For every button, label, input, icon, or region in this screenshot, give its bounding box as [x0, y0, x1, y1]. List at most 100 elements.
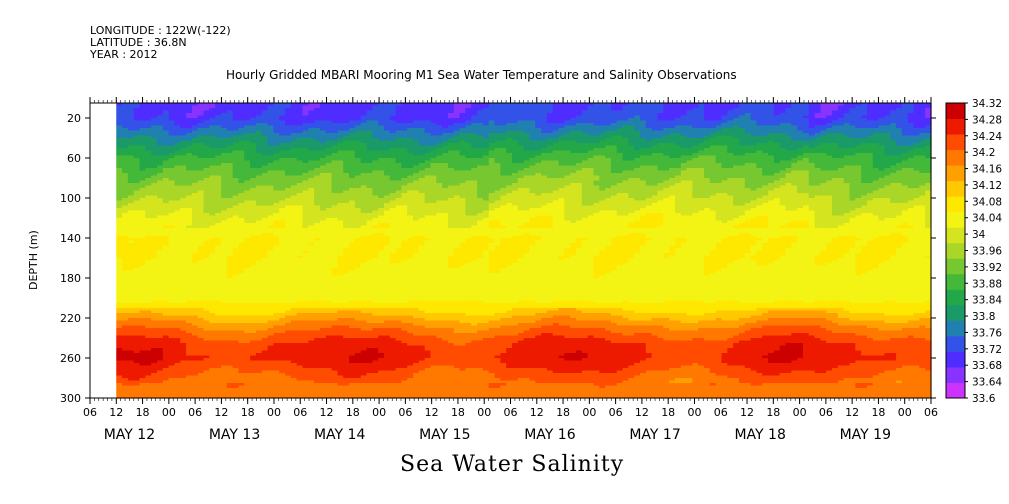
heatmap-cell	[116, 270, 123, 274]
heatmap-cell	[168, 160, 176, 164]
heatmap-cell	[290, 303, 298, 307]
heatmap-cell	[255, 190, 263, 194]
heatmap-cell	[133, 303, 141, 307]
heatmap-cell	[337, 395, 344, 399]
heatmap-cell	[191, 360, 199, 364]
heatmap-cell	[215, 210, 222, 214]
heatmap-cell	[337, 235, 344, 239]
heatmap-cell	[238, 310, 245, 314]
heatmap-cell	[127, 190, 135, 194]
heatmap-cell	[244, 230, 251, 234]
heatmap-cell	[221, 245, 228, 249]
heatmap-cell	[116, 160, 123, 164]
heatmap-cell	[191, 288, 199, 292]
heatmap-cell	[290, 190, 298, 194]
heatmap-cell	[226, 318, 234, 322]
heatmap-cell	[325, 300, 333, 304]
heatmap-cell	[122, 260, 129, 264]
heatmap-cell	[116, 395, 123, 399]
heatmap-cell	[162, 125, 170, 129]
heatmap-cell	[145, 235, 152, 239]
heatmap-cell	[325, 343, 333, 347]
heatmap-cell	[267, 330, 275, 334]
heatmap-cell	[168, 288, 176, 292]
heatmap-cell	[302, 315, 309, 319]
heatmap-cell	[343, 295, 350, 299]
heatmap-cell	[290, 308, 298, 312]
heatmap-cell	[302, 120, 309, 124]
heatmap-cell	[209, 355, 216, 359]
heatmap-cell	[226, 258, 234, 262]
heatmap-cell	[354, 310, 362, 314]
heatmap-cell	[273, 373, 280, 377]
heatmap-cell	[250, 245, 257, 249]
heatmap-cell	[180, 315, 187, 319]
heatmap-cell	[279, 158, 286, 162]
heatmap-cell	[127, 373, 135, 377]
heatmap-cell	[116, 323, 123, 327]
heatmap-cell	[244, 258, 251, 262]
heatmap-cell	[127, 188, 135, 192]
heatmap-cell	[285, 385, 292, 389]
heatmap-cell	[197, 283, 205, 287]
heatmap-cell	[174, 243, 181, 247]
heatmap-cell	[174, 143, 181, 147]
heatmap-cell	[139, 153, 146, 157]
heatmap-cell	[244, 190, 251, 194]
heatmap-cell	[122, 163, 129, 167]
heatmap-cell	[174, 195, 181, 199]
heatmap-cell	[238, 255, 245, 259]
heatmap-cell	[354, 145, 362, 149]
heatmap-cell	[331, 363, 339, 367]
heatmap-cell	[180, 200, 187, 204]
heatmap-cell	[331, 298, 339, 302]
heatmap-cell	[250, 285, 257, 289]
heatmap-cell	[354, 278, 362, 282]
heatmap-cell	[232, 133, 240, 137]
heatmap-cell	[168, 203, 176, 207]
heatmap-cell	[162, 360, 170, 364]
heatmap-cell	[244, 235, 251, 239]
heatmap-cell	[250, 343, 257, 347]
heatmap-cell	[127, 360, 135, 364]
heatmap-cell	[145, 158, 152, 162]
heatmap-cell	[226, 310, 234, 314]
heatmap-cell	[186, 173, 193, 177]
heatmap-cell	[296, 285, 304, 289]
heatmap-cell	[255, 148, 263, 152]
heatmap-cell	[232, 360, 240, 364]
heatmap-cell	[174, 118, 181, 122]
heatmap-cell	[255, 373, 263, 377]
heatmap-cell	[180, 330, 187, 334]
heatmap-cell	[244, 248, 251, 252]
heatmap-cell	[325, 393, 333, 397]
heatmap-cell	[133, 343, 141, 347]
heatmap-cell	[319, 283, 327, 287]
heatmap-cell	[273, 348, 280, 352]
heatmap-cell	[186, 220, 193, 224]
heatmap-cell	[302, 330, 309, 334]
heatmap-cell	[308, 250, 315, 254]
heatmap-cell	[302, 325, 309, 329]
heatmap-cell	[279, 148, 286, 152]
heatmap-cell	[273, 110, 280, 114]
heatmap-cell	[314, 365, 321, 369]
heatmap-cell	[168, 315, 176, 319]
heatmap-cell	[226, 290, 234, 294]
heatmap-cell	[180, 348, 187, 352]
heatmap-cell	[186, 205, 193, 209]
heatmap-cell	[267, 343, 275, 347]
heatmap-cell	[151, 378, 158, 382]
heatmap-cell	[122, 390, 129, 394]
heatmap-cell	[238, 123, 245, 127]
heatmap-cell	[325, 313, 333, 317]
heatmap-cell	[174, 298, 181, 302]
heatmap-cell	[168, 173, 176, 177]
heatmap-cell	[116, 200, 123, 204]
heatmap-cell	[116, 193, 123, 197]
heatmap-cell	[209, 323, 216, 327]
heatmap-cell	[354, 393, 362, 397]
heatmap-cell	[290, 325, 298, 329]
heatmap-cell	[319, 295, 327, 299]
heatmap-cell	[127, 318, 135, 322]
